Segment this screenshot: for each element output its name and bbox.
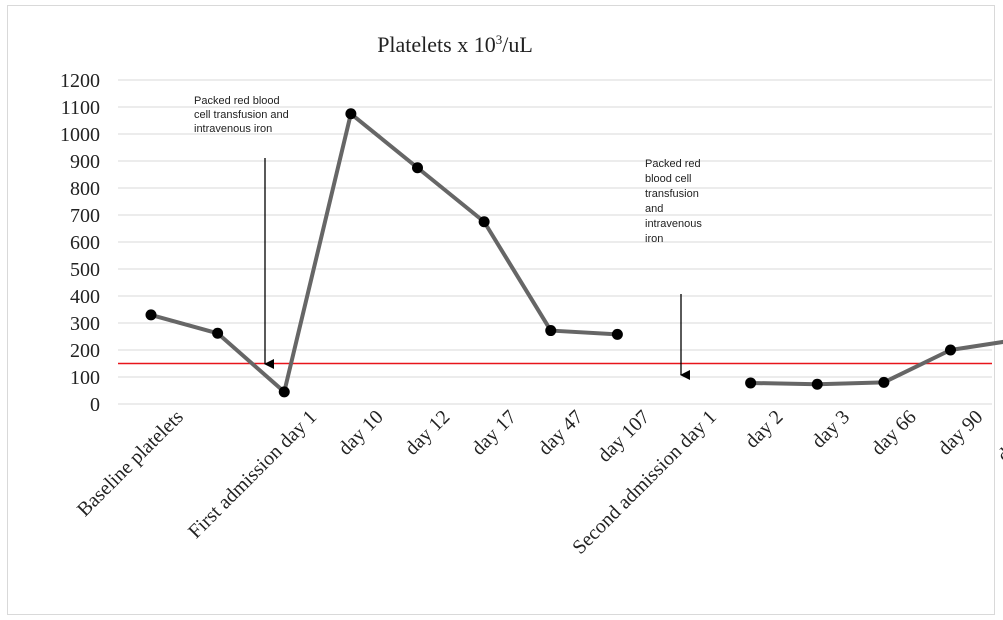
annotation-text: intravenous [645,218,702,230]
chart-title: Platelets x 103/uL [377,32,533,57]
y-tick-label: 1200 [60,70,100,92]
y-tick-label: 500 [70,259,100,281]
x-tick-label: Baseline platelets [73,406,188,521]
y-tick-label: 400 [70,286,100,308]
y-axis-tick-labels: 0 100 200 300 400 500 600 700 800 900 1000 1100 1200 [60,70,100,416]
series-segment [282,111,353,394]
annotation-text: blood cell [645,173,691,185]
data-point [212,327,224,339]
data-point [478,216,490,228]
series-segment [149,312,220,336]
annotations: Packed red blood cell transfusion and intr… [194,95,702,380]
x-tick-label: day 3 [808,406,855,453]
series-segment [482,219,553,333]
annotation-text: and [645,203,663,215]
data-point [412,162,423,174]
x-tick-label: day 17 [467,406,521,460]
data-point [545,325,557,337]
gridlines [118,79,992,405]
data-point [278,386,290,398]
series-segment [348,111,420,170]
y-tick-label: 100 [70,367,100,389]
y-tick-label: 600 [70,232,100,254]
y-tick-label: 1000 [60,124,100,146]
series-segment [415,165,487,224]
x-tick-label: day 2 [741,406,788,453]
y-tick-label: 200 [70,340,100,362]
annotation-text: cell transfusion and [194,109,289,121]
annotation-text: intravenous iron [194,123,272,135]
data-point [145,309,157,321]
x-tick-label: day 10 [334,406,388,460]
data-point [345,108,357,120]
x-tick-label: day 107 [593,406,654,467]
annotation-text: iron [645,233,663,245]
y-tick-label: 1100 [61,97,100,119]
series-segment [881,348,953,385]
series-segment [215,331,287,394]
y-tick-label: 0 [90,394,100,416]
series-segment [748,380,820,387]
series-segment [815,380,886,387]
x-tick-label: day 47 [534,406,588,460]
platelet-series [145,108,1003,398]
data-point [878,376,890,388]
x-tick-label: First admission day 1 [184,406,321,543]
data-point [945,344,956,356]
annotation-text: Packed red [645,158,701,170]
y-tick-label: 700 [70,205,100,227]
data-point [611,328,623,340]
y-tick-label: 800 [70,178,100,200]
x-tick-label: day 104 [993,406,1003,467]
x-tick-label: day 12 [401,406,455,460]
x-tick-label: day 90 [934,406,988,460]
data-point [811,378,823,390]
annotation-text: transfusion [645,188,699,200]
annotation-text: Packed red blood [194,95,280,107]
y-tick-label: 300 [70,313,100,335]
y-tick-label: 900 [70,151,100,173]
series-segment [548,328,620,337]
data-point [745,377,757,389]
series-segment [948,339,1003,352]
x-tick-label: day 66 [867,406,921,460]
